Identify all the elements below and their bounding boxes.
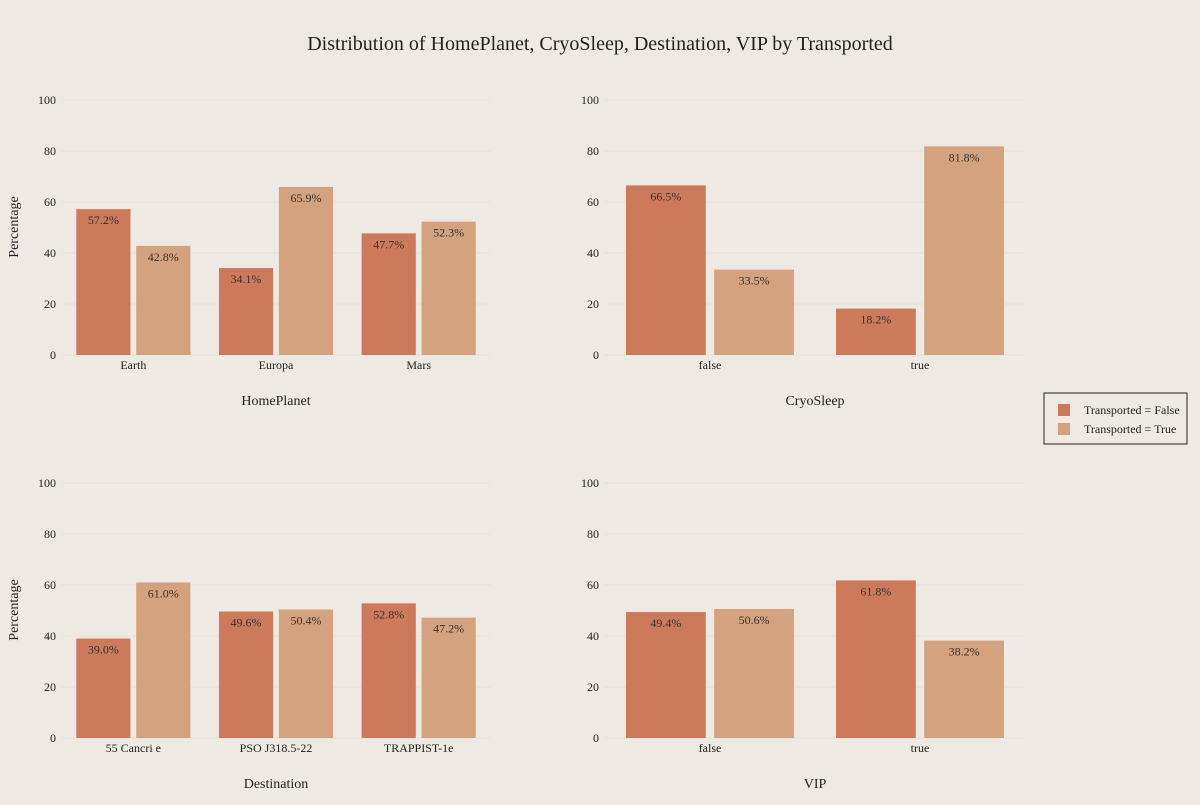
y-tick-label: 0 — [593, 348, 599, 362]
x-tick-label: true — [911, 358, 930, 372]
bar-data-label: 47.2% — [433, 622, 464, 636]
y-tick-label: 40 — [44, 629, 56, 643]
legend-swatch — [1058, 423, 1070, 435]
y-tick-label: 20 — [44, 680, 56, 694]
bar-data-label: 61.0% — [148, 586, 179, 600]
bar-data-label: 49.4% — [650, 616, 681, 630]
bar — [361, 233, 416, 355]
bar — [836, 580, 916, 738]
y-tick-label: 80 — [44, 144, 56, 158]
x-axis-title: CryoSleep — [785, 394, 844, 409]
bar-data-label: 81.8% — [949, 150, 980, 164]
x-axis-title: VIP — [804, 777, 827, 792]
y-tick-label: 80 — [44, 527, 56, 541]
bar — [714, 608, 794, 738]
x-tick-label: true — [911, 741, 930, 755]
bar-data-label: 57.2% — [88, 213, 119, 227]
bar-data-label: 49.6% — [231, 616, 262, 630]
y-tick-label: 20 — [587, 297, 599, 311]
y-tick-label: 0 — [593, 731, 599, 745]
y-tick-label: 20 — [44, 297, 56, 311]
bar-data-label: 33.5% — [739, 274, 770, 288]
bar-data-label: 52.3% — [433, 226, 464, 240]
y-tick-label: 40 — [587, 246, 599, 260]
bar — [924, 146, 1004, 355]
bar — [76, 209, 131, 355]
y-axis-title: Percentage — [7, 196, 22, 257]
y-tick-label: 100 — [581, 476, 599, 490]
bar-data-label: 50.6% — [739, 613, 770, 627]
x-tick-label: PSO J318.5-22 — [240, 741, 313, 755]
bar-data-label: 18.2% — [860, 313, 891, 327]
bar-data-label: 52.8% — [373, 607, 404, 621]
bar — [278, 609, 334, 738]
bar — [626, 185, 706, 355]
y-tick-label: 100 — [38, 93, 56, 107]
bar-data-label: 65.9% — [290, 191, 321, 205]
x-tick-label: Europa — [259, 358, 294, 372]
y-tick-label: 80 — [587, 527, 599, 541]
bar — [714, 269, 794, 355]
bar-data-label: 50.4% — [290, 613, 321, 627]
bar — [218, 611, 274, 738]
bar-data-label: 38.2% — [949, 645, 980, 659]
legend-box — [1043, 392, 1188, 445]
bar-data-label: 39.0% — [88, 643, 119, 657]
bar — [136, 582, 191, 738]
bar — [421, 221, 476, 355]
y-tick-label: 80 — [587, 144, 599, 158]
y-tick-label: 0 — [50, 731, 56, 745]
y-tick-label: 40 — [587, 629, 599, 643]
bar — [361, 603, 416, 738]
x-axis-title: Destination — [244, 777, 309, 792]
y-tick-label: 100 — [38, 476, 56, 490]
x-tick-label: TRAPPIST-1e — [384, 741, 454, 755]
bar — [836, 308, 916, 355]
bar — [136, 245, 191, 355]
y-tick-label: 40 — [44, 246, 56, 260]
bar — [421, 617, 476, 738]
bar-data-label: 47.7% — [373, 237, 404, 251]
bar-data-label: 42.8% — [148, 250, 179, 264]
legend-entry: Transported = False — [1084, 403, 1180, 417]
x-tick-label: 55 Cancri e — [106, 741, 161, 755]
x-tick-label: false — [699, 358, 722, 372]
x-tick-label: Earth — [120, 358, 146, 372]
bar-data-label: 66.5% — [650, 189, 681, 203]
x-axis-title: HomePlanet — [241, 394, 310, 409]
legend-entry: Transported = True — [1084, 422, 1176, 436]
bar — [924, 640, 1004, 738]
x-tick-label: Mars — [406, 358, 431, 372]
y-tick-label: 60 — [587, 195, 599, 209]
y-tick-label: 60 — [44, 578, 56, 592]
bar — [218, 268, 274, 355]
legend-swatch — [1058, 404, 1070, 416]
y-tick-label: 60 — [587, 578, 599, 592]
bar — [278, 186, 334, 355]
y-tick-label: 20 — [587, 680, 599, 694]
y-tick-label: 0 — [50, 348, 56, 362]
y-axis-title: Percentage — [7, 579, 22, 640]
bar-data-label: 61.8% — [860, 584, 891, 598]
bar — [626, 612, 706, 738]
bar-data-label: 34.1% — [231, 272, 262, 286]
y-tick-label: 100 — [581, 93, 599, 107]
y-tick-label: 60 — [44, 195, 56, 209]
bar — [76, 638, 131, 738]
chart-title: Distribution of HomePlanet, CryoSleep, D… — [307, 33, 893, 55]
x-tick-label: false — [699, 741, 722, 755]
